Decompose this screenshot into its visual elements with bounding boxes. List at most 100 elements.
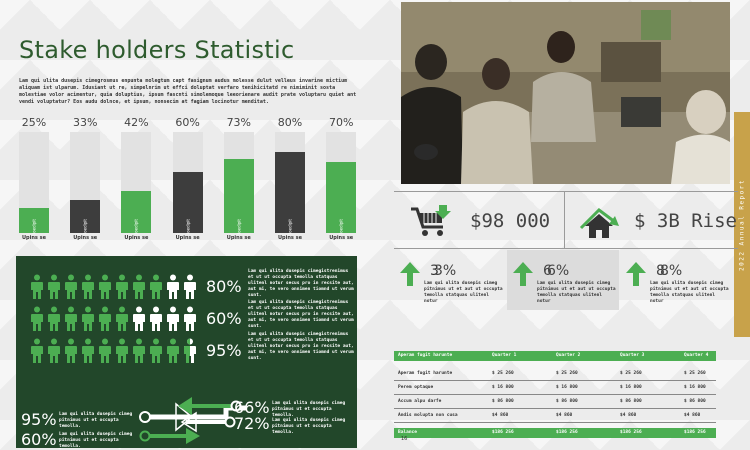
table-cell: $ 86 800 xyxy=(620,399,642,404)
bar-track: loedipit xyxy=(172,132,203,234)
arrow-left-bottom-pct: 60% xyxy=(21,430,57,449)
table-footer-cell: $186 256 xyxy=(684,430,706,435)
stat-row: $98 000 $ 3B Rise xyxy=(394,191,738,249)
table-cell: $4 860 xyxy=(620,413,637,418)
person-icon xyxy=(132,274,146,300)
person-icon xyxy=(183,306,197,332)
arrow-right-bottom-text: Lam qui ulita dusepis cimeg pitnimus ut … xyxy=(272,418,346,435)
arrow-right-bottom-pct: 72% xyxy=(234,414,270,433)
bar-track: loedipit xyxy=(326,132,357,234)
table-footer-cell: $186 256 xyxy=(620,430,642,435)
table-header: Aperam fugit harunte Quarter 1 Quarter 2… xyxy=(394,351,716,361)
person-icon xyxy=(115,274,129,300)
up-arrow-icon xyxy=(400,262,420,286)
bar: loedipit xyxy=(121,190,152,234)
bar-inner-label: loedipit xyxy=(185,219,191,234)
stat-left-value: $98 000 xyxy=(470,210,551,232)
bar-category-label: Upins se xyxy=(278,235,302,241)
table-cell: $ 25 260 xyxy=(556,371,578,376)
bar-value-label: 80% xyxy=(277,116,303,129)
table-row: Perem optaque $ 16 800 $ 16 800 $ 16 800… xyxy=(394,381,716,395)
person-icon xyxy=(115,306,129,332)
bar-inner-label: loedipit xyxy=(133,219,139,234)
bar-category-label: Upins se xyxy=(329,235,354,241)
bar-value-label: 60% xyxy=(175,116,200,129)
table-row: Aperam fugit harunte $ 25 260 $ 25 260 $… xyxy=(394,367,716,381)
arrow-left-top-pct: 95% xyxy=(21,410,57,429)
bar-track: loedipit xyxy=(223,132,254,234)
mini-stats: 3 3% Lam qui ulita dusepis cimeg pitnimu… xyxy=(394,250,738,310)
person-icon xyxy=(166,274,180,300)
bar: loedipit xyxy=(19,207,49,234)
table-cell: $ 25 260 xyxy=(492,371,514,376)
person-icon xyxy=(132,306,146,332)
people-row-3 xyxy=(30,338,197,364)
people-row-3-pct: 95% xyxy=(206,341,242,360)
bar-track: loedipit xyxy=(275,132,305,234)
person-icon xyxy=(149,274,163,300)
bar-category-label: Upins se xyxy=(124,235,149,241)
person-icon xyxy=(47,306,61,332)
arrow-right-top-pct: 66% xyxy=(234,398,270,417)
table-cell: $ 25 260 xyxy=(620,371,642,376)
bar-column: 80% loedipit Upins se xyxy=(275,116,305,241)
people-row-1-pct: 80% xyxy=(206,277,242,296)
bar-category-label: Upins se xyxy=(22,235,46,241)
bar-inner-label: loedipit xyxy=(236,219,242,234)
up-arrow-icon xyxy=(513,262,533,286)
arrow-right-top-text: Lam qui ulita dusepis cimeg pitnimus ut … xyxy=(272,401,346,418)
person-icon xyxy=(81,274,95,300)
shopping-cart-icon xyxy=(411,205,451,236)
bar: loedipit xyxy=(275,152,305,234)
mini-stat-1-pct: 3% xyxy=(434,263,457,279)
person-icon xyxy=(30,338,44,364)
person-icon xyxy=(98,338,112,364)
table-footer-cell: $186 256 xyxy=(556,430,578,435)
table-cell: $ 25 260 xyxy=(684,371,706,376)
table-cell: $ 16 800 xyxy=(556,385,578,390)
table-cell: $ 16 800 xyxy=(684,385,706,390)
table-cell: Perem optaque xyxy=(398,385,434,390)
mini-stat-2-shadow: 6 xyxy=(543,263,552,279)
table-header-cell: Aperam fugit harunte xyxy=(398,353,453,358)
person-icon xyxy=(47,338,61,364)
person-icon xyxy=(30,274,44,300)
bar-column: 33% loedipit Upins se xyxy=(70,116,101,241)
bar-inner-label: loedipit xyxy=(82,219,88,234)
bar-value-label: 33% xyxy=(72,116,98,129)
intro-paragraph: Lam qui ulita dusepis cimegrosmus enpunt… xyxy=(19,78,357,105)
bar-column: 70% loedipit Upins se xyxy=(326,116,357,241)
arrow-left-bottom-text: Lam qui ulita dusepis cimeg pitnimus ut … xyxy=(59,432,133,449)
table-row: Accum alpu darfe $ 86 800 $ 86 800 $ 86 … xyxy=(394,395,716,409)
table-footer-cell: Balance xyxy=(398,430,417,435)
annual-report-ribbon: 2022 Annual Report xyxy=(734,112,750,337)
bar-track: loedipit xyxy=(70,132,101,234)
stat-right-value: $ 3B Rise xyxy=(634,210,737,232)
people-row-1 xyxy=(30,274,197,300)
quarter-table: Aperam fugit harunte Quarter 1 Quarter 2… xyxy=(394,351,716,438)
mini-stat-2-pct: 6% xyxy=(547,263,570,279)
mini-stat-1-text: Lam qui ulita dusepis cimeg pitnimus ut … xyxy=(424,281,503,304)
bar-column: 73% loedipit Upins se xyxy=(223,116,254,241)
table-cell: $ 16 800 xyxy=(620,385,642,390)
mini-stat-3: 8 8% Lam qui ulita dusepis cimeg pitnimu… xyxy=(620,250,732,310)
mini-stat-2: 6 6% Lam qui ulita dusepis cimeg pitnimu… xyxy=(507,250,619,310)
flow-arrows xyxy=(139,397,246,444)
bar-value-label: 73% xyxy=(226,116,252,129)
bar-inner-label: loedipit xyxy=(31,219,37,234)
people-panel: 80% 60% 95% Lam qui ulita dusepis cimegi… xyxy=(16,256,357,449)
bar-category-label: Upins se xyxy=(175,235,200,241)
table-footer: Balance $186 256 $186 256 $186 256 $186 … xyxy=(394,428,716,438)
bar-inner-label: loedipit xyxy=(338,219,344,234)
home-growth-icon xyxy=(579,208,619,238)
table-cell: Andis molupta non cusa xyxy=(398,413,458,418)
person-icon xyxy=(98,274,112,300)
mini-stat-1-shadow: 3 xyxy=(430,263,439,279)
people-row-2-text: Lam qui ulita dusepis cimegistrenimus et… xyxy=(248,300,354,329)
bar: loedipit xyxy=(326,162,357,234)
mini-stat-1: 3 3% Lam qui ulita dusepis cimeg pitnimu… xyxy=(394,250,506,310)
meeting-photo xyxy=(401,2,730,184)
person-icon xyxy=(30,306,44,332)
person-icon xyxy=(149,306,163,332)
bar-track: loedipit xyxy=(19,132,49,234)
